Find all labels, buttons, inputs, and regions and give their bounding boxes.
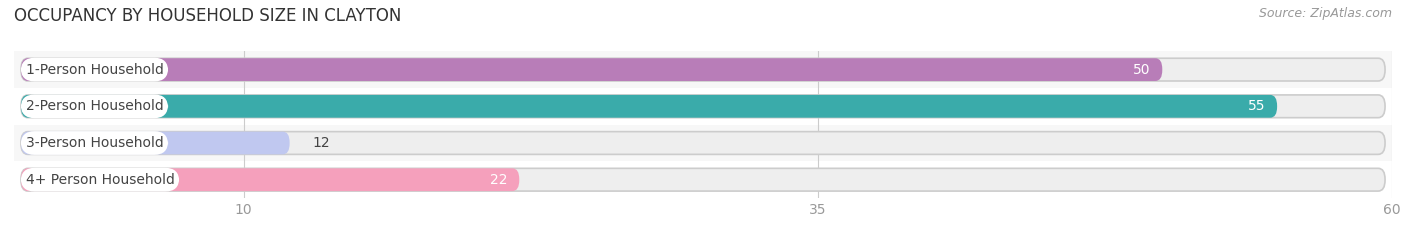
Text: OCCUPANCY BY HOUSEHOLD SIZE IN CLAYTON: OCCUPANCY BY HOUSEHOLD SIZE IN CLAYTON <box>14 7 402 25</box>
FancyBboxPatch shape <box>14 88 1392 125</box>
FancyBboxPatch shape <box>14 51 1392 88</box>
Text: 55: 55 <box>1249 99 1265 113</box>
FancyBboxPatch shape <box>21 95 1385 118</box>
FancyBboxPatch shape <box>14 125 1392 161</box>
FancyBboxPatch shape <box>21 168 1385 191</box>
Text: 2-Person Household: 2-Person Household <box>25 99 163 113</box>
FancyBboxPatch shape <box>21 58 1163 81</box>
FancyBboxPatch shape <box>21 132 1385 154</box>
FancyBboxPatch shape <box>21 132 290 154</box>
Text: 50: 50 <box>1133 63 1152 77</box>
FancyBboxPatch shape <box>21 168 519 191</box>
FancyBboxPatch shape <box>14 161 1392 198</box>
Text: 4+ Person Household: 4+ Person Household <box>25 173 174 187</box>
FancyBboxPatch shape <box>21 58 1385 81</box>
Text: Source: ZipAtlas.com: Source: ZipAtlas.com <box>1258 7 1392 20</box>
FancyBboxPatch shape <box>21 95 1277 118</box>
Text: 1-Person Household: 1-Person Household <box>25 63 163 77</box>
Text: 3-Person Household: 3-Person Household <box>25 136 163 150</box>
Text: 22: 22 <box>491 173 508 187</box>
Text: 12: 12 <box>312 136 330 150</box>
